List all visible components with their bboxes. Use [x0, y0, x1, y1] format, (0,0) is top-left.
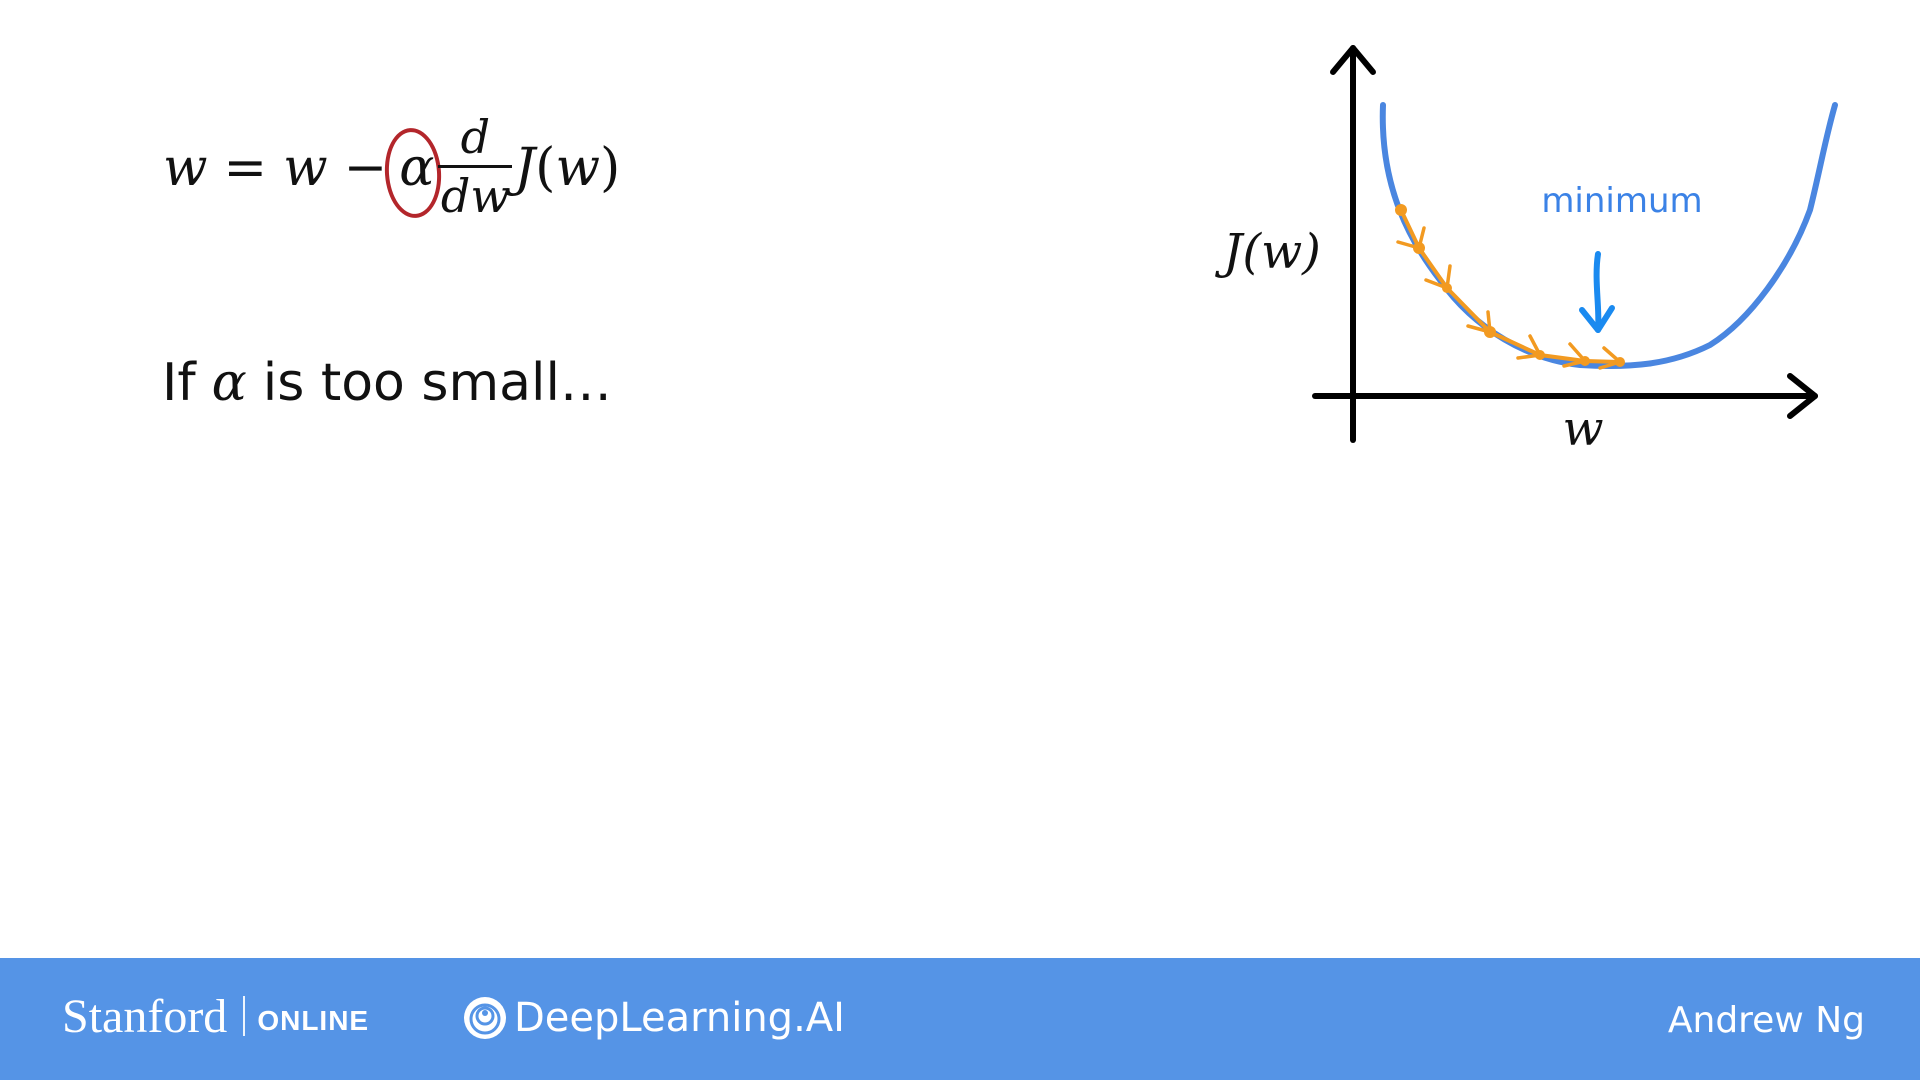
step-arrowhead	[1516, 334, 1542, 360]
derivative-fraction: d dw	[438, 109, 513, 224]
x-axis-arrowhead	[1787, 373, 1818, 419]
minimum-arrowhead	[1579, 305, 1615, 333]
y-axis-arrowhead	[1330, 45, 1376, 75]
cost-plot: minimum J(w) w	[1200, 30, 1840, 470]
cost-curve	[1379, 102, 1838, 369]
update-equation: w = w − α d dw J ( w )	[163, 98, 620, 238]
minimum-arrow	[1593, 251, 1602, 333]
deeplearning-icon	[464, 997, 506, 1039]
step-arrowhead	[1598, 346, 1622, 370]
alpha-highlight: α	[382, 126, 445, 220]
author-name: Andrew Ng	[1667, 999, 1865, 1041]
caption-alpha: α	[211, 353, 247, 413]
y-axis-label: J(w)	[1214, 224, 1321, 280]
frac-denominator: dw	[440, 168, 510, 223]
eq-rhs-w: w	[283, 138, 328, 198]
frac-numerator: d	[460, 109, 491, 164]
stanford-online-logo: Stanford ONLINE	[62, 986, 369, 1046]
step-arrowhead	[1396, 226, 1426, 250]
descent-path	[1399, 208, 1622, 364]
eq-lhs-w: w	[163, 138, 208, 198]
frac-bar	[438, 164, 513, 168]
minimum-label: minimum	[1541, 181, 1702, 221]
footer-bar: Stanford ONLINE DeepLearning.AI Andrew N…	[0, 958, 1920, 1080]
eq-equals: =	[223, 138, 268, 198]
stanford-wordmark: Stanford	[62, 989, 228, 1043]
eq-open-paren: (	[535, 138, 556, 198]
step-arrowheads	[1396, 226, 1622, 370]
eq-close-paren: )	[599, 138, 621, 198]
caption-prefix: If	[162, 353, 196, 413]
x-axis-label: w	[1562, 401, 1603, 457]
deeplearning-logo: DeepLearning.AI	[462, 990, 845, 1046]
online-wordmark: ONLINE	[257, 1005, 370, 1036]
eq-func: J	[514, 138, 536, 198]
logo-divider	[243, 996, 246, 1036]
step-point	[1395, 204, 1407, 216]
eq-arg: w	[555, 138, 600, 198]
caption: If α is too small…	[162, 348, 612, 418]
eq-minus: −	[343, 138, 388, 198]
eq-alpha: α	[399, 138, 435, 198]
step-arrowhead	[1466, 310, 1492, 334]
red-circle-mark	[382, 126, 445, 220]
step-arrowhead	[1424, 264, 1452, 290]
caption-suffix: is too small…	[262, 353, 612, 413]
cost-plot-svg: minimum J(w) w	[1214, 45, 1838, 457]
step-arrowhead	[1562, 342, 1587, 368]
deeplearning-wordmark: DeepLearning.AI	[514, 995, 845, 1041]
slide: w = w − α d dw J ( w ) If α is too small…	[162, 30, 1840, 470]
